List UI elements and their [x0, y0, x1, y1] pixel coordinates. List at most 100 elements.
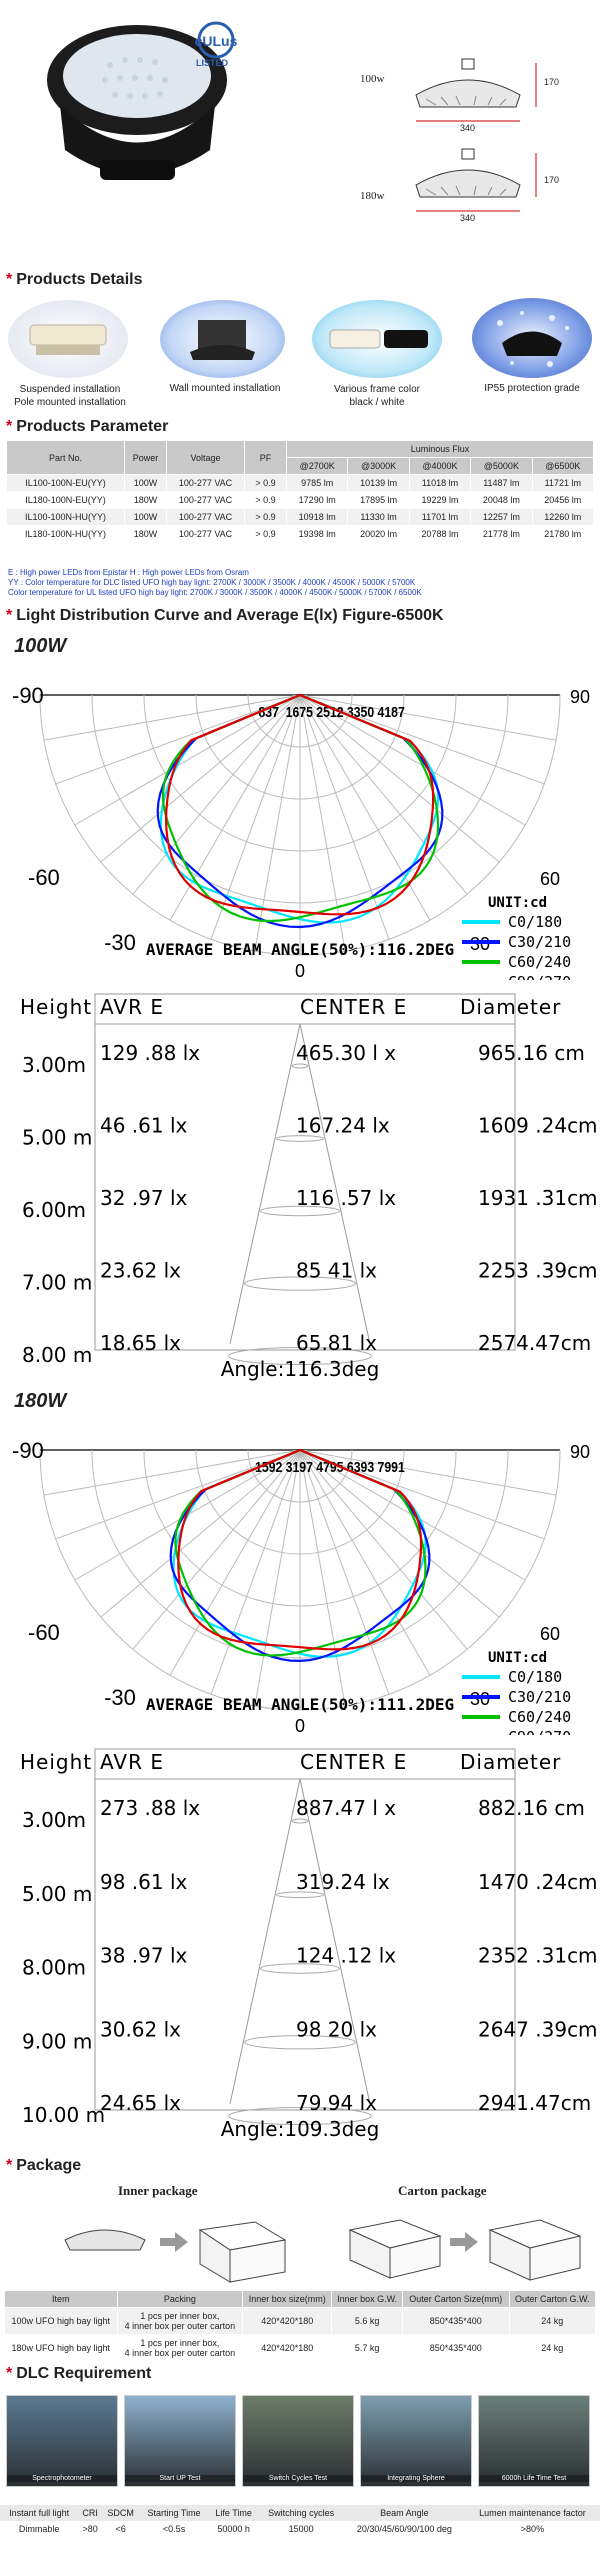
table-cell: 11721 lm	[531, 474, 595, 492]
caption-suspended: Suspended installation Pole mounted inst…	[14, 384, 126, 408]
polar-spoke	[254, 1449, 301, 1707]
polar-angle-label: -60	[28, 1620, 60, 1645]
polar-angle-label: 60	[540, 1624, 560, 1644]
table-cell: 12260 lm	[531, 508, 595, 526]
illuminance-center: 116 .57 lx	[296, 1186, 396, 1210]
polar-spoke	[299, 694, 526, 826]
polar-angle-label: 0	[295, 1716, 305, 1735]
table-cell: 21780 lm	[531, 525, 595, 543]
polar-chart-title: 180W	[14, 1390, 67, 1412]
package-header: Outer Carton G.W.	[508, 2290, 597, 2308]
illuminance-avr: 32 .97 lx	[100, 1186, 188, 1210]
dim-180w-label: 180w	[360, 190, 385, 202]
illuminance-height: 3.00m	[22, 1053, 86, 1077]
polar-unit-label: UNIT:cd	[488, 895, 547, 911]
cone-slice	[228, 1346, 372, 1366]
beam-angle-caption: Angle:116.3deg	[221, 1357, 380, 1381]
illuminance-header: Diameter	[460, 1750, 561, 1774]
illuminance-header: Height	[20, 995, 92, 1019]
illuminance-diameter: 965.16 cm	[478, 1041, 585, 1065]
carton-package-illustration	[340, 2200, 590, 2285]
cone-edge	[299, 1778, 371, 2105]
svg-text:cULus: cULus	[195, 33, 238, 49]
illuminance-diameter: 1470 .24cm	[478, 1870, 598, 1894]
illuminance-header: AVR E	[100, 1750, 164, 1774]
polar-spoke	[299, 694, 545, 785]
dim-100w-width: 340	[460, 123, 476, 133]
table-cell: 19398 lm	[285, 525, 349, 543]
polar-spoke	[132, 1449, 301, 1650]
illuminance-center: 85 41 lx	[296, 1259, 377, 1283]
dlc-photo-label: Integrating Sphere	[361, 2475, 471, 2482]
polar-angle-label: 90	[570, 687, 590, 707]
polar-series-curve	[161, 693, 440, 923]
table-cell: 11330 lm	[347, 508, 410, 526]
param-header-part: Part No.	[6, 440, 125, 475]
illuminance-header: AVR E	[100, 995, 164, 1019]
dlc-header: Instant full light	[0, 2505, 79, 2521]
table-cell: 850*435*400	[401, 2307, 510, 2335]
table-cell: 20456 lm	[531, 491, 595, 509]
illuminance-frame	[94, 1748, 516, 2111]
illuminance-chart-100w: Height AVR E CENTER E Diameter 3.00m 129 .88 …	[0, 990, 600, 1390]
cone-slice	[244, 2035, 356, 2050]
table-cell: 10139 lm	[347, 474, 410, 492]
table-cell: 19229 lm	[408, 491, 472, 509]
package-table: Item Packing Inner box size(mm) Inner box G…	[4, 2290, 597, 2362]
table-cell: 17290 lm	[285, 491, 349, 509]
cone-slice	[275, 1135, 325, 1142]
package-header: Outer Carton Size(mm)	[401, 2290, 510, 2308]
dlc-photo: Switch Cycles Test	[242, 2395, 354, 2487]
note-line: YY : Color temperature for DLC listed UF…	[8, 578, 416, 587]
table-row: IL100-100N-EU(YY) 100W 100-277 VAC > 0.9 978…	[6, 474, 595, 492]
polar-angle-label: 60	[540, 869, 560, 889]
table-cell: 11701 lm	[408, 508, 472, 526]
polar-spoke	[299, 1449, 468, 1650]
parameter-notes: E : High power LEDs from Epistar H : Hig…	[8, 568, 594, 598]
illuminance-center: 465.30 l x	[296, 1041, 396, 1065]
illuminance-height: 10.00 m	[22, 2103, 105, 2127]
illuminance-height: 8.00 m	[22, 1343, 92, 1367]
param-header-flux: Luminous Flux	[286, 440, 594, 458]
polar-spoke	[299, 694, 468, 895]
dlc-value: Dimmable	[18, 2524, 60, 2534]
table-cell: 20048 lm	[470, 491, 533, 509]
table-cell: 5.7 kg	[331, 2334, 403, 2362]
carton-package-label: Carton package	[398, 2183, 487, 2198]
table-cell: 1 pcs per inner box, 4 inner box per out…	[116, 2334, 244, 2362]
illuminance-center: 319.24 lx	[296, 1870, 390, 1894]
param-header-pf: PF	[244, 440, 287, 475]
polar-spoke	[299, 694, 500, 863]
cone-edge	[229, 1778, 301, 2105]
illuminance-diameter: 1931 .31cm	[478, 1186, 598, 1210]
dlc-photo-label: Spectrophotometer	[7, 2475, 117, 2482]
table-cell: IL100-100N-EU(YY)	[6, 474, 125, 492]
table-cell: 100w UFO high bay light	[4, 2307, 118, 2335]
polar-grid	[39, 694, 561, 956]
polar-radial-tick: 1675	[286, 704, 314, 720]
table-cell: 850*435*400	[401, 2334, 510, 2362]
dlc-photo: Integrating Sphere	[360, 2395, 472, 2487]
polar-radial-tick: 3197	[286, 1459, 314, 1475]
polar-angle-label: -90	[12, 683, 44, 708]
polar-spoke	[74, 694, 301, 826]
polar-chart-180w: 180W -90-60-3003060901592319747956393799…	[0, 1390, 600, 1746]
polar-radial-tick: 7991	[377, 1459, 405, 1475]
polar-spoke	[132, 694, 301, 895]
polar-radial-tick: 1592	[255, 1459, 283, 1475]
detail-photo-wall	[160, 300, 285, 378]
caption-ip55: IP55 protection grade	[484, 383, 580, 394]
polar-grid	[39, 1449, 561, 1711]
table-row: IL100-100N-HU(YY) 100W 100-277 VAC > 0.9 109…	[6, 508, 595, 526]
dim-100w-label: 100w	[360, 73, 385, 85]
table-cell: 180W	[124, 525, 167, 543]
table-cell: 11487 lm	[470, 474, 533, 492]
table-cell: IL180-100N-HU(YY)	[6, 525, 125, 543]
illuminance-header: CENTER E	[300, 995, 407, 1019]
package-title: * Package	[6, 2157, 82, 2174]
polar-angle-label: 90	[570, 1442, 590, 1462]
polar-spoke	[210, 1449, 301, 1695]
polar-spoke	[299, 1449, 346, 1707]
table-cell: 100-277 VAC	[166, 491, 245, 509]
table-cell: 12257 lm	[470, 508, 533, 526]
